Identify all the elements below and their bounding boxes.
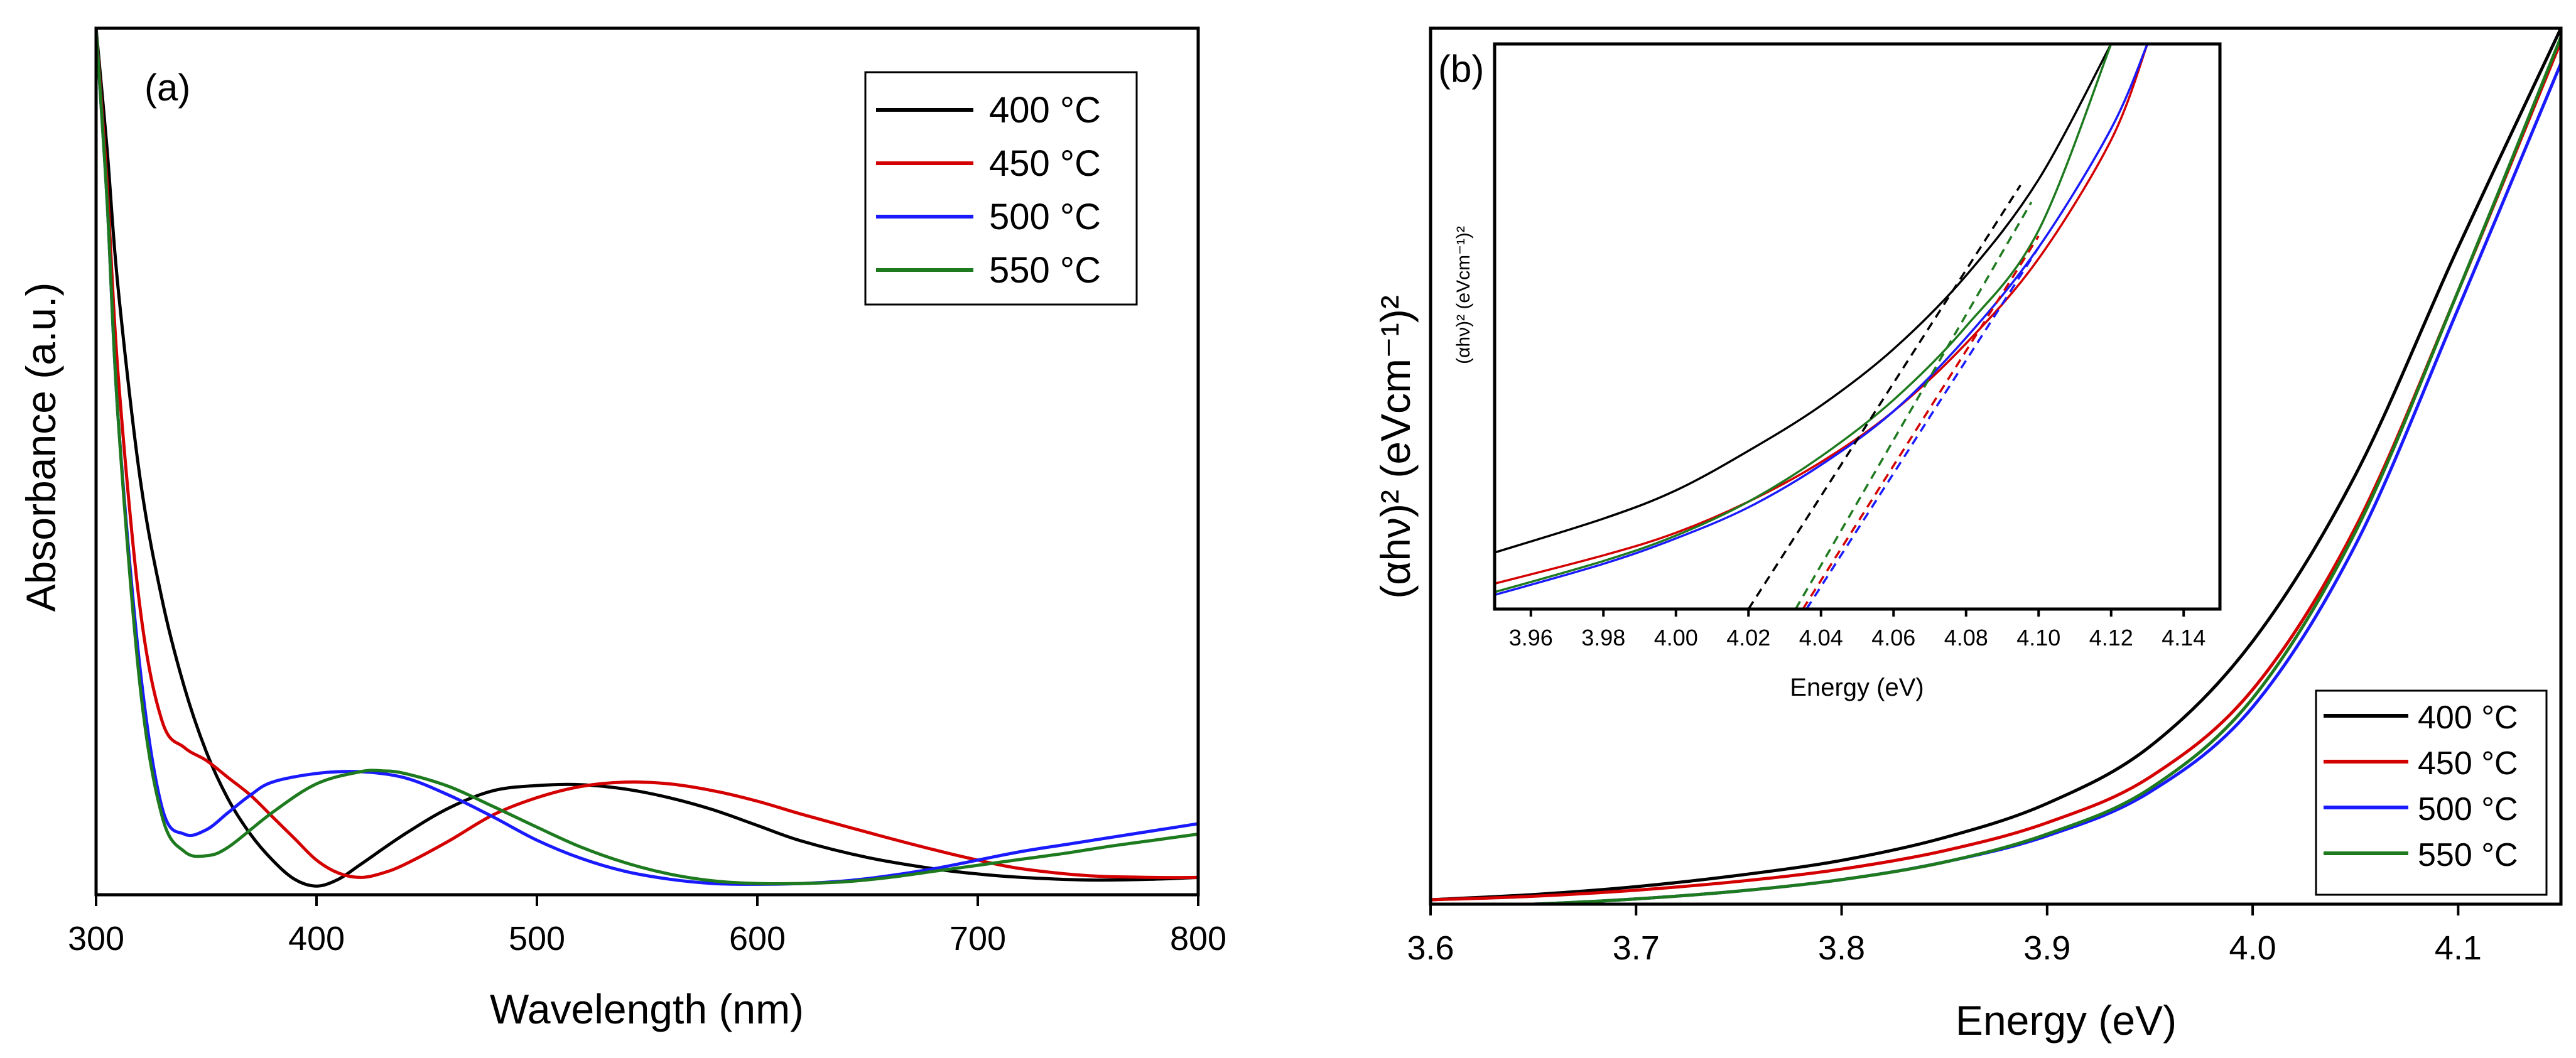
panel-a-xtick-label: 600	[729, 920, 786, 958]
inset-curves	[1495, 44, 2149, 609]
panel-b-series-550-c	[1478, 35, 2561, 904]
inset-series-550-c	[1495, 44, 2113, 593]
panel-b-xtick-label: 3.9	[2023, 929, 2070, 967]
panel-a: Absorbance (a.u.) Wavelength (nm) (a) 30…	[18, 26, 1226, 1032]
panel-a-tag: (a)	[144, 67, 190, 109]
inset-xtick-label: 4.14	[2162, 625, 2205, 650]
inset-xtick-label: 4.08	[1944, 625, 1988, 650]
panel-b-ticks: 3.6 3.7 3.8 3.9 4.0 4.1	[1407, 904, 2482, 967]
panel-a-series-400-c	[96, 28, 1198, 888]
panel-a-ticks: 300 400 500 600 700 800	[68, 895, 1226, 958]
panel-b-xtick-label: 4.0	[2229, 929, 2276, 967]
inset-xtick-label: 4.12	[2089, 625, 2133, 650]
panel-b-legend-label-450: 450 °C	[2418, 745, 2518, 782]
inset-ticks: 3.96 3.98 4.00 4.02 4.04 4.06 4.08 4.10 4.12 4.14	[1509, 609, 2205, 650]
panel-b-legend: 400 °C 450 °C 500 °C 550 °C	[2315, 689, 2548, 896]
panel-b-legend-label-400: 400 °C	[2418, 699, 2518, 736]
panel-a-xtick-label: 500	[509, 920, 565, 958]
inset-xtick-label: 4.00	[1654, 625, 1698, 650]
panel-a-legend-label-500: 500 °C	[989, 197, 1101, 237]
panel-b-series-400-c	[1431, 28, 2561, 902]
panel-a-series-450-c	[96, 28, 1198, 880]
panel-a-xtick-label: 300	[68, 920, 124, 958]
panel-b-xtick-label: 4.1	[2435, 929, 2482, 967]
panel-b-xtick-label: 3.6	[1407, 929, 1454, 967]
inset-xtick-label: 3.96	[1509, 625, 1553, 650]
inset-ylabel: (αhν)² (eVcm⁻¹)²	[1453, 226, 1474, 364]
panel-a-legend: 400 °C 450 °C 500 °C 550 °C	[864, 71, 1138, 306]
inset-xtick-label: 4.04	[1799, 625, 1843, 650]
panel-b-inset: (αhν)² (eVcm⁻¹)² Energy (eV) 3.96 3.98 4.0…	[1453, 42, 2222, 701]
inset-xlabel: Energy (eV)	[1790, 674, 1924, 701]
inset-series-400-c	[1495, 44, 2113, 554]
panel-a-series-500-c	[96, 28, 1198, 886]
panel-a-xtick-label: 800	[1170, 920, 1226, 958]
inset-xtick-label: 3.98	[1581, 625, 1625, 650]
inset-frame	[1493, 42, 2222, 611]
panel-a-ylabel: Absorbance (a.u.)	[18, 283, 64, 612]
panel-a-frame	[94, 26, 1200, 897]
panel-b-legend-label-550: 550 °C	[2418, 837, 2518, 873]
panel-a-xlabel: Wavelength (nm)	[490, 986, 804, 1032]
panel-b-legend-label-500: 500 °C	[2418, 791, 2518, 828]
inset-xtick-label: 4.02	[1726, 625, 1770, 650]
inset-fit-500-c-fit	[1805, 247, 2040, 609]
inset-xtick-label: 4.06	[1871, 625, 1915, 650]
inset-fit-450-c-fit	[1802, 235, 2040, 609]
panel-b-ylabel: (αhν)² (eVcm⁻¹)²	[1372, 295, 1419, 599]
inset-fit-400-c-fit	[1747, 185, 2021, 609]
inset-fit-550-c-fit	[1794, 202, 2033, 609]
panel-b-ylabel-text: (αhν)² (eVcm⁻¹)²	[1372, 295, 1419, 599]
panel-b-xtick-label: 3.7	[1613, 929, 1660, 967]
panel-a-xtick-label: 700	[950, 920, 1006, 958]
panel-b-frame	[1429, 26, 2563, 906]
panel-b-legend-box	[2315, 689, 2548, 896]
panel-b: (αhν)² (eVcm⁻¹)² Energy (eV) 3.6 3.7 3.8 3.…	[1372, 26, 2563, 1044]
inset-series-500-c	[1495, 44, 2149, 596]
inset-xtick-label: 4.10	[2016, 625, 2060, 650]
panel-a-legend-label-450: 450 °C	[989, 143, 1101, 184]
panel-b-curves	[1431, 28, 2561, 904]
panel-b-xlabel: Energy (eV)	[1956, 997, 2177, 1044]
panel-a-xtick-label: 400	[288, 920, 345, 958]
panel-b-xtick-label: 3.8	[1818, 929, 1865, 967]
panel-a-curves	[96, 28, 1198, 888]
panel-b-tag: (b)	[1438, 48, 1484, 90]
panel-a-legend-label-400: 400 °C	[989, 90, 1101, 131]
panel-a-series-550-c	[96, 28, 1198, 886]
panel-a-legend-label-550: 550 °C	[989, 250, 1101, 291]
